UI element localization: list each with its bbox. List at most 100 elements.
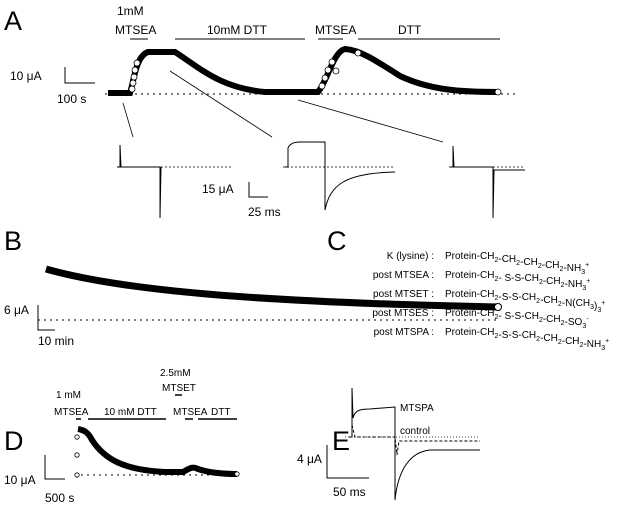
- formula-sub: 2: [494, 314, 498, 321]
- mtset-concentration-label: 2.5mM: [160, 368, 191, 379]
- formula-sub: 3: [601, 345, 605, 352]
- formula-text: -NH: [583, 339, 601, 350]
- mtsea-label-2: MTSEA: [315, 23, 356, 37]
- formula-sub: 2: [558, 339, 562, 346]
- reagent-label: post MTSEA :: [373, 270, 434, 281]
- modification-table: K (lysine) : Protein-CH2-CH2-CH2-CH2-NH3+…: [372, 251, 609, 352]
- mtsea-label-d2: MTSEA: [173, 407, 208, 418]
- formula-sub: 3: [582, 285, 586, 292]
- dtt-label-2: DTT: [398, 23, 422, 37]
- application-bars-d: [76, 394, 237, 420]
- data-points-d: [74, 434, 240, 478]
- panel-letter-e: E: [332, 426, 350, 456]
- formula-sub: 2: [539, 279, 543, 286]
- formula-text: -NH: [563, 263, 581, 274]
- formula-sub: 2: [558, 301, 562, 308]
- dtt-label-d1: 10 mM DTT: [104, 407, 157, 418]
- scale-x-label-d: 500 s: [45, 491, 74, 505]
- formula-sub: 2: [561, 320, 565, 327]
- zoom-lines: [122, 70, 444, 143]
- formula-text: -N(CH: [562, 298, 590, 309]
- panel-d: D 2.5mM MTSET 1 mM MTSEA 10 mM DTT MTSEA…: [4, 368, 240, 505]
- reagent-label: post MTSPA :: [374, 327, 434, 338]
- formula-text: -CH: [498, 254, 516, 265]
- formula-sub: 2: [494, 295, 498, 302]
- formula-sub: 3: [590, 304, 594, 311]
- formula-text: Protein-CH: [445, 270, 494, 281]
- formula-text: - S-S-CH: [498, 273, 539, 284]
- formula-sup: +: [585, 262, 589, 269]
- panel-letter-a: A: [4, 6, 22, 36]
- inset-trace-1: [117, 144, 232, 219]
- formula-text: -CH: [562, 336, 580, 347]
- formula-text: Protein-CH: [445, 251, 494, 262]
- mtsea-label-d1: MTSEA: [54, 407, 89, 418]
- mtset-label: MTSET: [162, 383, 196, 394]
- chemical-formula: Protein-CH2-CH2-CH2-CH2-NH3+: [445, 251, 589, 276]
- formula-sub: 2: [494, 333, 498, 340]
- formula-text: -CH: [540, 295, 558, 306]
- scale-x-label-e: 50 ms: [333, 485, 366, 499]
- formula-text: Protein-CH: [445, 308, 494, 319]
- dtt-label-d2: DTT: [211, 407, 230, 418]
- panel-letter-d: D: [4, 426, 24, 456]
- scale-bar-d: [44, 455, 65, 480]
- formula-text: -CH: [520, 257, 538, 268]
- formula-sub: 2: [561, 282, 565, 289]
- formula-sub: 3: [581, 269, 585, 276]
- chemical-formula: Protein-CH2-S-S-CH2-CH2-N(CH3)3+: [445, 289, 605, 314]
- scale-bar-b: [37, 305, 55, 331]
- scale-y-label-b: 6 μA: [4, 303, 29, 317]
- formula-text: -S-S-CH: [498, 330, 536, 341]
- formula-sub: 2: [560, 266, 564, 273]
- dtt-label-1: 10mM DTT: [207, 23, 268, 37]
- scale-x-label-b: 10 min: [38, 334, 74, 348]
- formula-text: -CH: [542, 260, 560, 271]
- mtsea-label-1: MTSEA: [115, 23, 156, 37]
- formula-text: -SO: [565, 317, 583, 328]
- chemical-formula: Protein-CH2-S-S-CH2-CH2-CH2-NH3+: [445, 327, 609, 352]
- mtsea-concentration-label: 1mM: [117, 4, 144, 18]
- mtsea-concentration-label-d: 1 mM: [56, 390, 81, 401]
- formula-text: Protein-CH: [445, 327, 494, 338]
- mtspa-trace: [350, 387, 480, 501]
- current-trace-d: [77, 426, 238, 477]
- inset-scale-bar: [248, 182, 268, 198]
- formula-text: Protein-CH: [445, 289, 494, 300]
- scale-y-label-a: 10 μA: [10, 69, 42, 83]
- scale-y-label-e: 4 μA: [297, 452, 322, 466]
- formula-sup: -: [586, 316, 589, 323]
- inset-trace-2: [283, 141, 396, 211]
- current-trace-a: [108, 45, 499, 96]
- formula-sub: 3: [597, 307, 601, 314]
- scale-y-label-d: 10 μA: [4, 473, 36, 487]
- formula-text: -NH: [565, 279, 583, 290]
- formula-sub: 3: [582, 323, 586, 330]
- formula-sub: 2: [580, 342, 584, 349]
- scale-x-label-a: 100 s: [57, 92, 86, 106]
- formula-sub: 2: [516, 260, 520, 267]
- final-data-point-b: [494, 303, 502, 311]
- scale-bar-a: [64, 67, 95, 84]
- data-points-rising: [128, 49, 502, 96]
- formula-sub: 2: [494, 257, 498, 264]
- formula-text: ): [594, 301, 597, 312]
- inset-scale-x-label: 25 ms: [248, 205, 281, 219]
- formula-text: -S-S-CH: [498, 292, 536, 303]
- current-trace-b: [45, 265, 499, 311]
- formula-text: - S-S-CH: [498, 311, 539, 322]
- formula-text: -CH: [543, 314, 561, 325]
- formula-text: -CH: [540, 333, 558, 344]
- formula-sup: +: [605, 338, 609, 345]
- chemical-formula: Protein-CH2- S-S-CH2-CH2-SO3-: [445, 308, 589, 330]
- inset-scale-y-label: 15 μA: [202, 182, 234, 196]
- formula-sup: +: [586, 278, 590, 285]
- panel-c: C K (lysine) : Protein-CH2-CH2-CH2-CH2-NH…: [327, 226, 609, 352]
- mtspa-trace-label: MTSPA: [400, 403, 434, 414]
- scale-bar-e: [326, 445, 369, 479]
- inset-trace-3: [449, 145, 525, 219]
- formula-sub: 2: [536, 298, 540, 305]
- chemical-formula: Protein-CH2- S-S-CH2-CH2-NH3+: [445, 270, 590, 292]
- control-trace-label: control: [400, 426, 430, 437]
- formula-text: -CH: [543, 276, 561, 287]
